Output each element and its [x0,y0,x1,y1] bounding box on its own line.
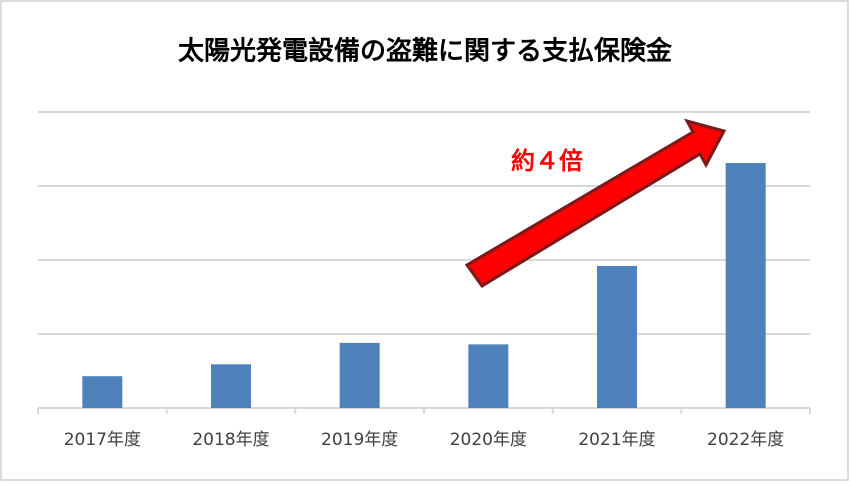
bar [211,364,251,408]
x-tick-label: 2017年度 [64,430,141,450]
bar [82,376,123,408]
bar [339,342,380,408]
annotation: 約４倍 [511,147,583,175]
bar [597,265,637,408]
x-tick-label: 2018年度 [192,430,269,450]
trend-arrow [464,118,727,289]
x-tick-label: 2022年度 [707,430,784,450]
x-tick-label: 2019年度 [321,430,398,450]
chart-title: 太陽光発電設備の盗難に関する支払保険金 [178,36,673,67]
x-tick-label: 2021年度 [578,430,655,450]
x-tick-label: 2020年度 [450,430,527,450]
bar [468,344,509,408]
bar [725,163,766,408]
